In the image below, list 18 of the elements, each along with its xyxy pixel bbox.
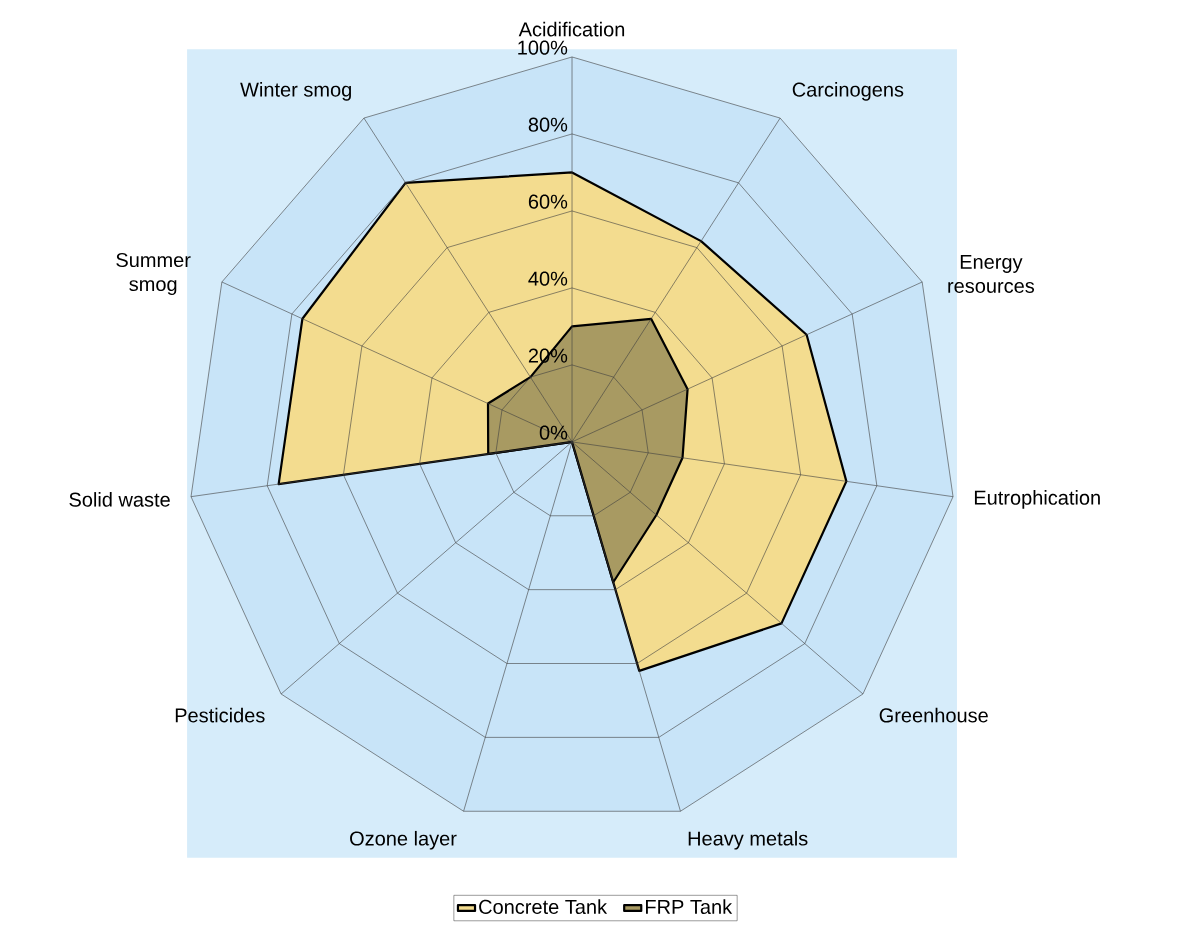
spoke-label: Eutrophication	[974, 490, 1100, 509]
spoke-label: Carcinogens	[792, 82, 904, 101]
legend-label: FRP Tank	[646, 899, 733, 914]
spoke-label: Ozone layer	[350, 830, 457, 850]
spoke-label: Heavy metals	[688, 830, 808, 850]
spoke-label: Pesticides	[175, 707, 265, 723]
y-tick-label: 100%	[518, 40, 568, 55]
y-tick-label: 0%	[539, 425, 568, 440]
y-tick-label: 80%	[528, 117, 568, 132]
spoke-label: Energy resources	[948, 255, 1035, 293]
y-tick-label: 60%	[528, 194, 568, 209]
spoke-label: Winter smog	[240, 82, 351, 101]
legend-label: Concrete Tank	[479, 899, 608, 914]
spoke-label: Greenhouse	[879, 707, 988, 723]
spoke-label: Acidification	[518, 21, 625, 37]
spoke-label: Solid waste	[69, 492, 170, 507]
spoke-label: Summer smog	[116, 252, 191, 296]
y-tick-label: 40%	[528, 271, 568, 286]
